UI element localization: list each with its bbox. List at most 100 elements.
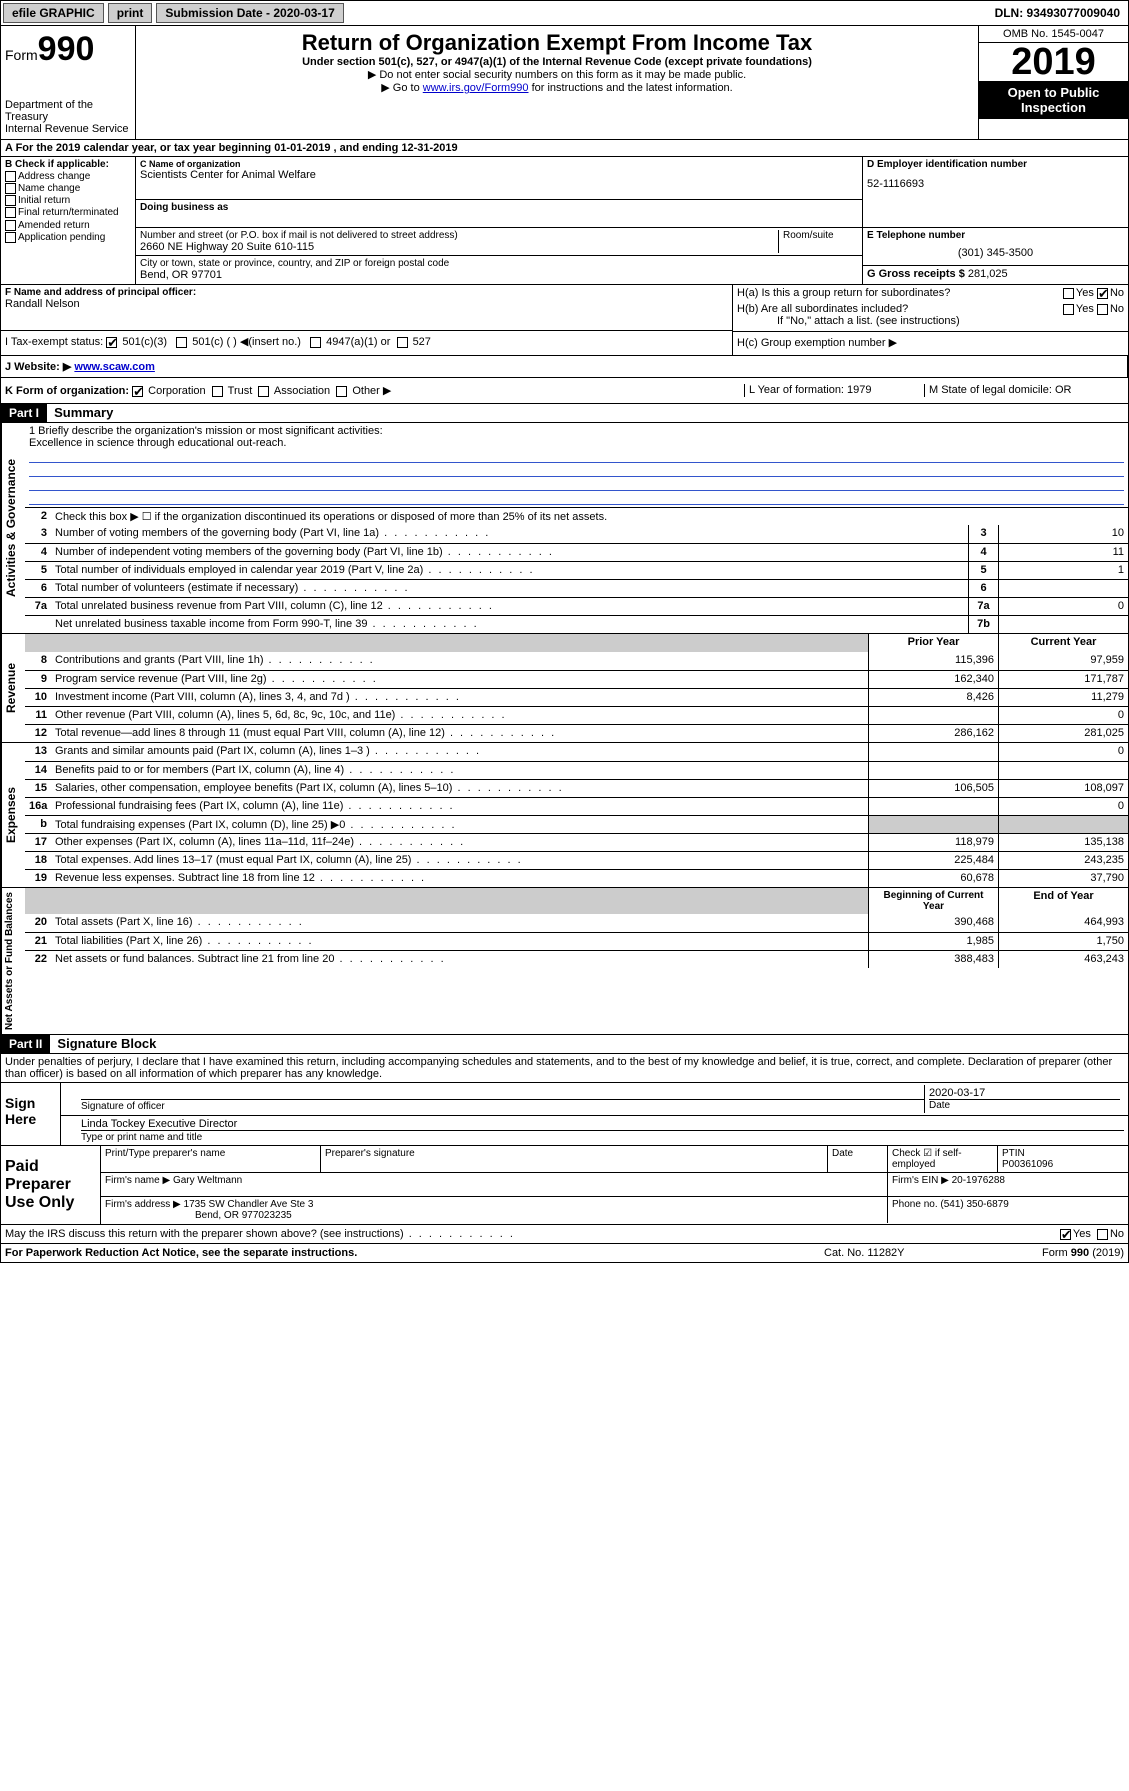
efile-btn[interactable]: efile GRAPHIC (3, 3, 104, 23)
ha-no[interactable] (1097, 288, 1108, 299)
cb-name[interactable]: Name change (5, 183, 131, 194)
na-section: Net Assets or Fund Balances Beginning of… (0, 888, 1129, 1035)
submission-date: Submission Date - 2020-03-17 (156, 3, 343, 23)
cb-amended[interactable]: Amended return (5, 220, 131, 231)
cb-527[interactable] (397, 337, 408, 348)
l2: Check this box ▶ ☐ if the organization d… (51, 508, 1128, 525)
hb-yes[interactable] (1063, 304, 1074, 315)
tax-o3: 4947(a)(1) or (326, 336, 390, 348)
firm-addr-lbl: Firm's address ▶ (105, 1199, 181, 1210)
discuss-txt: May the IRS discuss this return with the… (5, 1228, 515, 1240)
col-b: B Check if applicable: Address change Na… (1, 157, 136, 284)
cb-address[interactable]: Address change (5, 171, 131, 182)
firm-name-lbl: Firm's name ▶ (105, 1175, 170, 1186)
line-txt: Number of independent voting members of … (51, 544, 968, 561)
side-na: Net Assets or Fund Balances (1, 888, 25, 1034)
part1-hdr: Part I (1, 404, 47, 422)
website-link[interactable]: www.scaw.com (74, 361, 155, 373)
cb-assoc[interactable] (258, 386, 269, 397)
form-number: 990 (38, 30, 95, 68)
k2: Trust (228, 385, 253, 397)
tax-lbl: I Tax-exempt status: (5, 336, 103, 348)
street-lbl: Number and street (or P.O. box if mail i… (140, 230, 778, 241)
firm-phone: Phone no. (541) 350-6879 (888, 1197, 1128, 1223)
gross-val: 281,025 (968, 268, 1008, 280)
tax-year: 2019 (979, 43, 1128, 81)
instructions-link[interactable]: www.irs.gov/Form990 (423, 82, 529, 94)
cb-501c3[interactable] (106, 337, 117, 348)
form-header: Form990 Department of the Treasury Inter… (0, 26, 1129, 140)
k-lbl: K Form of organization: (5, 385, 129, 397)
ha-yes[interactable] (1063, 288, 1074, 299)
line-txt: Total liabilities (Part X, line 26) (51, 933, 868, 950)
part2-title: Signature Block (53, 1034, 160, 1053)
paid-hdr: Paid Preparer Use Only (1, 1146, 101, 1224)
officer-val: Randall Nelson (5, 298, 728, 310)
footer: For Paperwork Reduction Act Notice, see … (0, 1244, 1129, 1263)
dept: Department of the Treasury Internal Reve… (5, 99, 131, 135)
line-txt: Other expenses (Part IX, column (A), lin… (51, 834, 868, 851)
l1-val: Excellence in science through educationa… (29, 437, 1124, 449)
hdr-beg: Beginning of Current Year (868, 888, 998, 914)
section-bc: B Check if applicable: Address change Na… (0, 157, 1129, 285)
cb-final[interactable]: Final return/terminated (5, 207, 131, 218)
hb: H(b) Are all subordinates included? (737, 303, 908, 315)
hb-no[interactable] (1097, 304, 1108, 315)
k3: Association (274, 385, 330, 397)
line-txt: Total number of volunteers (estimate if … (51, 580, 968, 597)
part2-hdr: Part II (1, 1035, 50, 1053)
line-txt: Professional fundraising fees (Part IX, … (51, 798, 868, 815)
discuss-no[interactable] (1097, 1229, 1108, 1240)
dln: DLN: 93493077009040 (987, 4, 1128, 22)
tax-o1: 501(c)(3) (122, 336, 167, 348)
gross-lbl: G Gross receipts $ (867, 268, 968, 280)
top-bar: efile GRAPHIC print Submission Date - 20… (0, 0, 1129, 26)
suite-lbl: Room/suite (778, 230, 858, 253)
cb-trust[interactable] (212, 386, 223, 397)
ein-lbl: D Employer identification number (867, 159, 1124, 170)
cb-other[interactable] (336, 386, 347, 397)
form-title: Return of Organization Exempt From Incom… (140, 30, 974, 56)
ptin-lbl: PTIN (1002, 1148, 1124, 1159)
footer-m: Cat. No. 11282Y (824, 1247, 974, 1259)
firm-addr-val: 1735 SW Chandler Ave Ste 3 (184, 1199, 314, 1210)
perjury: Under penalties of perjury, I declare th… (0, 1054, 1129, 1083)
cb-501c[interactable] (176, 337, 187, 348)
cb-pending[interactable]: Application pending (5, 232, 131, 243)
note2-pre: ▶ Go to (381, 82, 422, 94)
prep-sig-lbl: Preparer's signature (321, 1146, 828, 1172)
self-emp: Check ☑ if self-employed (888, 1146, 998, 1172)
street-val: 2660 NE Highway 20 Suite 610-115 (140, 241, 778, 253)
fg-row: F Name and address of principal officer:… (0, 285, 1129, 356)
form-subtitle: Under section 501(c), 527, or 4947(a)(1)… (140, 56, 974, 68)
part1-title: Summary (50, 403, 117, 422)
print-btn[interactable]: print (108, 3, 153, 23)
hdr-curr: Current Year (998, 634, 1128, 652)
line-txt: Contributions and grants (Part VIII, lin… (51, 652, 868, 670)
cb-initial[interactable]: Initial return (5, 195, 131, 206)
paid-block: Paid Preparer Use Only Print/Type prepar… (0, 1146, 1129, 1225)
line-txt: Benefits paid to or for members (Part IX… (51, 762, 868, 779)
note2-post: for instructions and the latest informat… (529, 82, 733, 94)
rev-section: Revenue Prior YearCurrent Year 8Contribu… (0, 634, 1129, 743)
cb-4947[interactable] (310, 337, 321, 348)
firm-city: Bend, OR 977023235 (195, 1210, 292, 1221)
org-name: Scientists Center for Animal Welfare (140, 169, 858, 181)
line-txt: Net unrelated business taxable income fr… (51, 616, 968, 633)
cb-corp[interactable] (132, 386, 143, 397)
side-rev: Revenue (1, 634, 25, 742)
sig-date-val: 2020-03-17 (929, 1087, 1120, 1099)
discuss-yes[interactable] (1060, 1229, 1071, 1240)
note-ssn: ▶ Do not enter social security numbers o… (140, 68, 974, 81)
line-txt: Investment income (Part VIII, column (A)… (51, 689, 868, 706)
line-txt: Total unrelated business revenue from Pa… (51, 598, 968, 615)
prep-name-lbl: Print/Type preparer's name (101, 1146, 321, 1172)
prep-date-lbl: Date (828, 1146, 888, 1172)
ha: H(a) Is this a group return for subordin… (737, 287, 950, 299)
line-txt: Other revenue (Part VIII, column (A), li… (51, 707, 868, 724)
line-txt: Total assets (Part X, line 16) (51, 914, 868, 932)
city-lbl: City or town, state or province, country… (140, 258, 858, 269)
hdr-prior: Prior Year (868, 634, 998, 652)
side-gov: Activities & Governance (1, 423, 25, 633)
line-txt: Program service revenue (Part VIII, line… (51, 671, 868, 688)
